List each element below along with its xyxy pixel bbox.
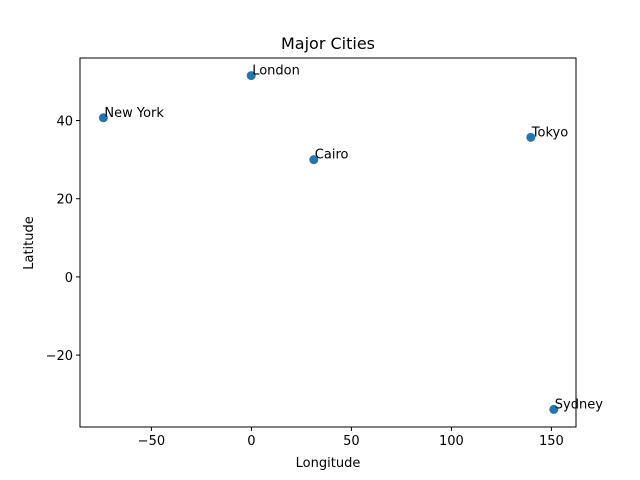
y-tick-label: 0 [65, 271, 73, 286]
data-point [526, 132, 536, 142]
y-axis-label: Latitude [22, 216, 37, 270]
x-tick-label: 150 [539, 434, 564, 449]
data-point [549, 404, 559, 414]
point-label: Sydney [555, 397, 603, 412]
x-axis-ticks: −50 0 50 100 150 [138, 427, 564, 449]
x-tick-label: 100 [439, 434, 464, 449]
x-tick-label: 0 [247, 434, 255, 449]
y-tick-label: −20 [46, 349, 73, 364]
plot-area [79, 57, 577, 428]
x-tick-label: −50 [138, 434, 165, 449]
data-point [246, 71, 256, 81]
point-label: Cairo [315, 148, 349, 163]
point-label: Tokyo [531, 125, 568, 140]
y-tick-label: 20 [56, 193, 73, 208]
y-axis-ticks: −20 0 20 40 [46, 115, 80, 364]
data-point [98, 113, 108, 123]
data-points: New York London Tokyo Cairo Sydney [98, 64, 603, 414]
x-axis-label: Longitude [296, 456, 361, 471]
chart-title: Major Cities [281, 34, 375, 53]
point-label: London [252, 64, 300, 79]
y-tick-label: 40 [56, 115, 73, 130]
x-tick-label: 50 [343, 434, 360, 449]
point-label: New York [104, 106, 164, 121]
data-point [309, 155, 319, 165]
